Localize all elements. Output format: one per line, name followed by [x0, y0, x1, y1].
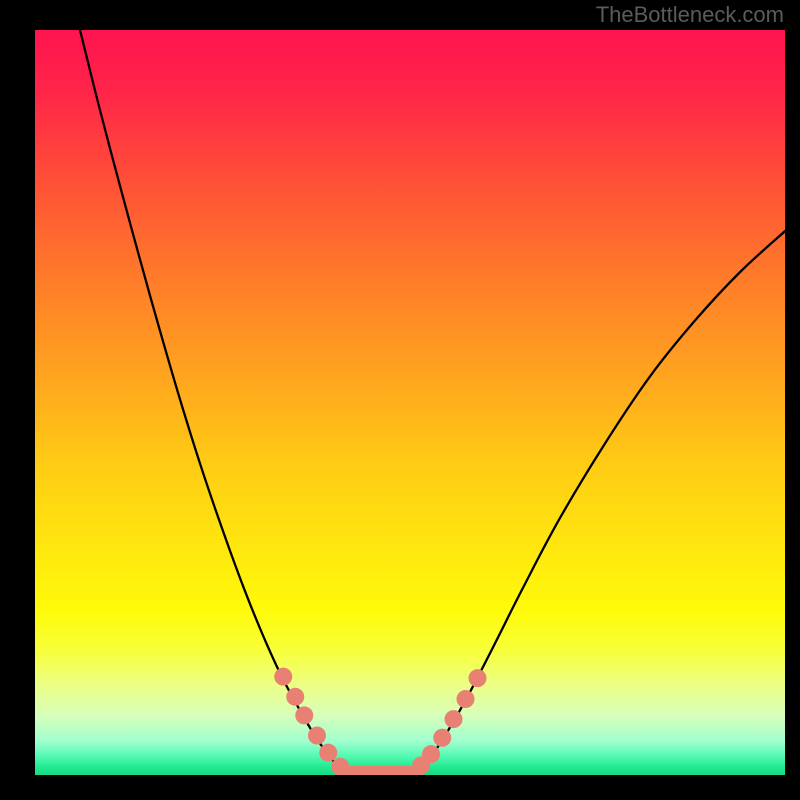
bottleneck-curve: [35, 30, 785, 775]
plot-area: [35, 30, 785, 775]
frame-border-bottom: [0, 775, 800, 800]
frame-border-left: [0, 0, 35, 800]
watermark-text: TheBottleneck.com: [596, 2, 784, 28]
curve-left-branch: [80, 30, 358, 774]
frame-border-right: [785, 0, 800, 800]
salmon-highlight-overlay: [274, 668, 486, 775]
